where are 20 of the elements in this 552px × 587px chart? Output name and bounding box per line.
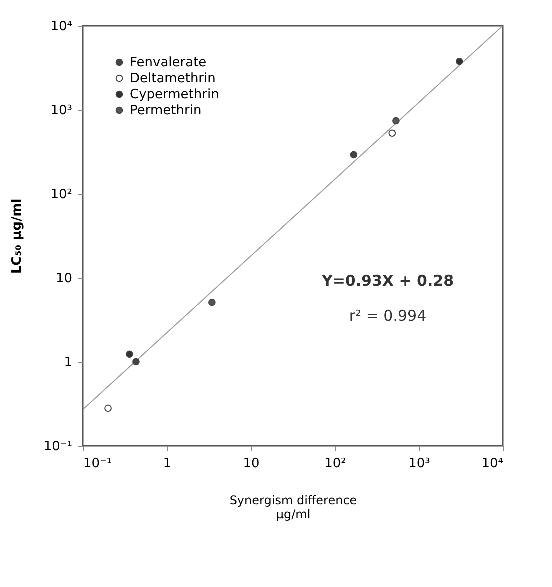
x-tick-label: 10³ [408, 456, 430, 472]
legend-label: Deltamethrin [130, 72, 216, 86]
y-tick-label: 10 [56, 272, 72, 286]
x-tick-label: 1 [163, 456, 172, 472]
y-tick-label: 10³ [50, 104, 72, 118]
x-axis-title: Synergism difference µg/ml [230, 494, 358, 522]
y-axis-title: LC₅₀ µg/ml [10, 198, 25, 274]
y-tick-label: 10² [50, 188, 72, 202]
legend-label: Permethrin [130, 104, 202, 118]
annotation: r² = 0.994 [349, 307, 427, 325]
y-tick-label: 10⁴ [50, 20, 72, 34]
y-tick-label: 1 [64, 356, 72, 370]
annotation: Y=0.93X + 0.28 [320, 272, 454, 290]
legend-label: Cypermethrin [130, 88, 220, 102]
x-tick-label: 10⁻¹ [84, 456, 112, 472]
legend-label: Fenvalerate [130, 56, 207, 70]
x-tick-label: 10 [243, 456, 260, 472]
y-tick-label: 10⁻¹ [44, 440, 72, 454]
x-tick-label: 10² [324, 456, 346, 472]
x-tick-label: 10⁴ [482, 456, 504, 472]
